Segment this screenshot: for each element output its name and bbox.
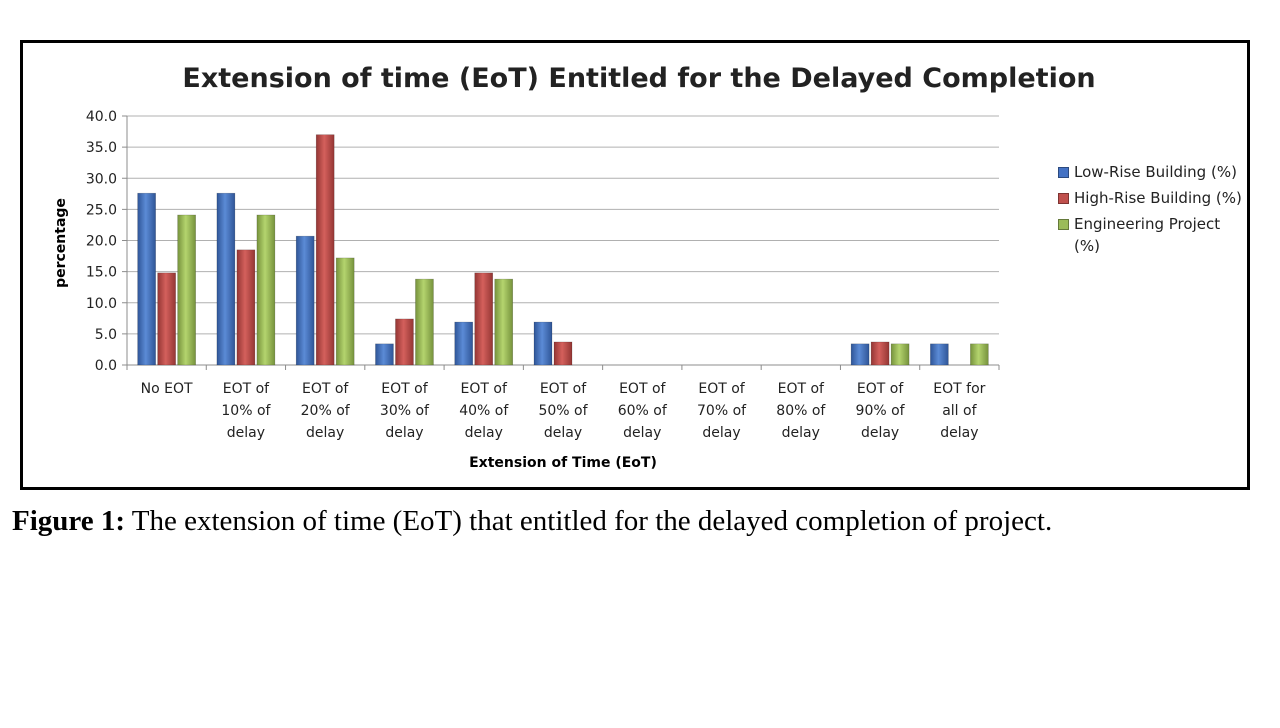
legend-item-engineering: Engineering Project (%)	[1058, 213, 1258, 257]
legend-item-low-rise: Low-Rise Building (%)	[1058, 161, 1258, 183]
x-category-label: EOT of 50% of delay	[538, 381, 588, 441]
bar-series-2-cat-4	[494, 278, 514, 366]
xlabels-layer: No EOT EOT of 10% of delay EOT of 20% of delay…	[141, 381, 986, 441]
legend-swatch-engineering	[1058, 219, 1069, 230]
bar-series-2-cat-9	[890, 343, 910, 366]
y-tick-label: 15.0	[86, 265, 117, 281]
bars-layer	[137, 134, 989, 366]
y-tick-label: 0.0	[95, 358, 117, 374]
bar-series-0-cat-9	[850, 343, 870, 366]
legend-swatch-low-rise	[1058, 167, 1069, 178]
y-tick-label: 35.0	[86, 140, 117, 156]
bar-series-1-cat-1	[236, 249, 256, 366]
bar-series-0-cat-4	[454, 321, 474, 366]
x-category-label: EOT of 20% of delay	[301, 381, 351, 441]
chart-svg: Extension of time (EoT) Entitled for the…	[53, 63, 1096, 471]
legend-label-high-rise: High-Rise Building (%)	[1074, 189, 1242, 207]
bar-series-1-cat-4	[474, 272, 494, 366]
figure-caption: Figure 1: The extension of time (EoT) th…	[12, 505, 1272, 538]
y-axis-label: percentage	[53, 198, 69, 288]
legend-swatch-high-rise	[1058, 193, 1069, 204]
x-category-label: EOT of 80% of delay	[776, 381, 826, 441]
y-tick-label: 25.0	[86, 202, 117, 218]
bar-series-2-cat-0	[177, 214, 196, 366]
bar-series-1-cat-3	[395, 318, 414, 366]
chart-title: Extension of time (EoT) Entitled for the…	[182, 63, 1095, 94]
bar-series-0-cat-3	[375, 343, 394, 366]
x-category-label: EOT of 70% of delay	[697, 381, 747, 441]
legend: Low-Rise Building (%) High-Rise Building…	[1058, 161, 1258, 261]
bar-series-2-cat-1	[256, 214, 276, 366]
figure-caption-label: Figure 1:	[12, 505, 126, 537]
bar-series-1-cat-5	[553, 341, 573, 366]
y-tick-label: 20.0	[86, 234, 117, 250]
bar-series-0-cat-1	[216, 192, 236, 366]
y-tick-label: 30.0	[86, 171, 117, 187]
bar-series-1-cat-2	[315, 134, 335, 366]
x-category-label: No EOT	[141, 381, 193, 397]
bar-series-2-cat-2	[335, 257, 355, 366]
bar-series-0-cat-2	[295, 235, 315, 366]
x-category-label: EOT for all of delay	[933, 381, 985, 441]
x-category-label: EOT of 40% of delay	[459, 381, 509, 441]
x-category-label: EOT of 60% of delay	[618, 381, 668, 441]
x-category-label: EOT of 30% of delay	[380, 381, 430, 441]
bar-series-2-cat-10	[970, 343, 989, 366]
bar-series-1-cat-0	[157, 272, 176, 366]
figure-caption-text: The extension of time (EoT) that entitle…	[125, 505, 1053, 537]
bar-series-0-cat-5	[533, 321, 553, 366]
x-category-label: EOT of 10% of delay	[221, 381, 271, 441]
y-tick-label: 5.0	[95, 327, 117, 343]
legend-label-engineering: Engineering Project (%)	[1074, 215, 1221, 255]
x-category-label: EOT of 90% of delay	[856, 381, 906, 441]
bar-series-0-cat-0	[137, 192, 156, 366]
bar-series-2-cat-3	[415, 278, 434, 366]
bar-series-0-cat-10	[930, 343, 949, 366]
y-tick-label: 10.0	[86, 296, 117, 312]
legend-label-low-rise: Low-Rise Building (%)	[1074, 163, 1237, 181]
ticks-layer: 0.0 5.0 10.0 15.0 20.0 25.0 30.0 35.0 40.0	[86, 109, 1000, 374]
chart-frame: Extension of time (EoT) Entitled for the…	[20, 40, 1250, 490]
x-axis-label: Extension of Time (EoT)	[469, 455, 657, 471]
y-tick-label: 40.0	[86, 109, 117, 125]
bar-series-1-cat-9	[870, 341, 890, 366]
legend-item-high-rise: High-Rise Building (%)	[1058, 187, 1258, 209]
